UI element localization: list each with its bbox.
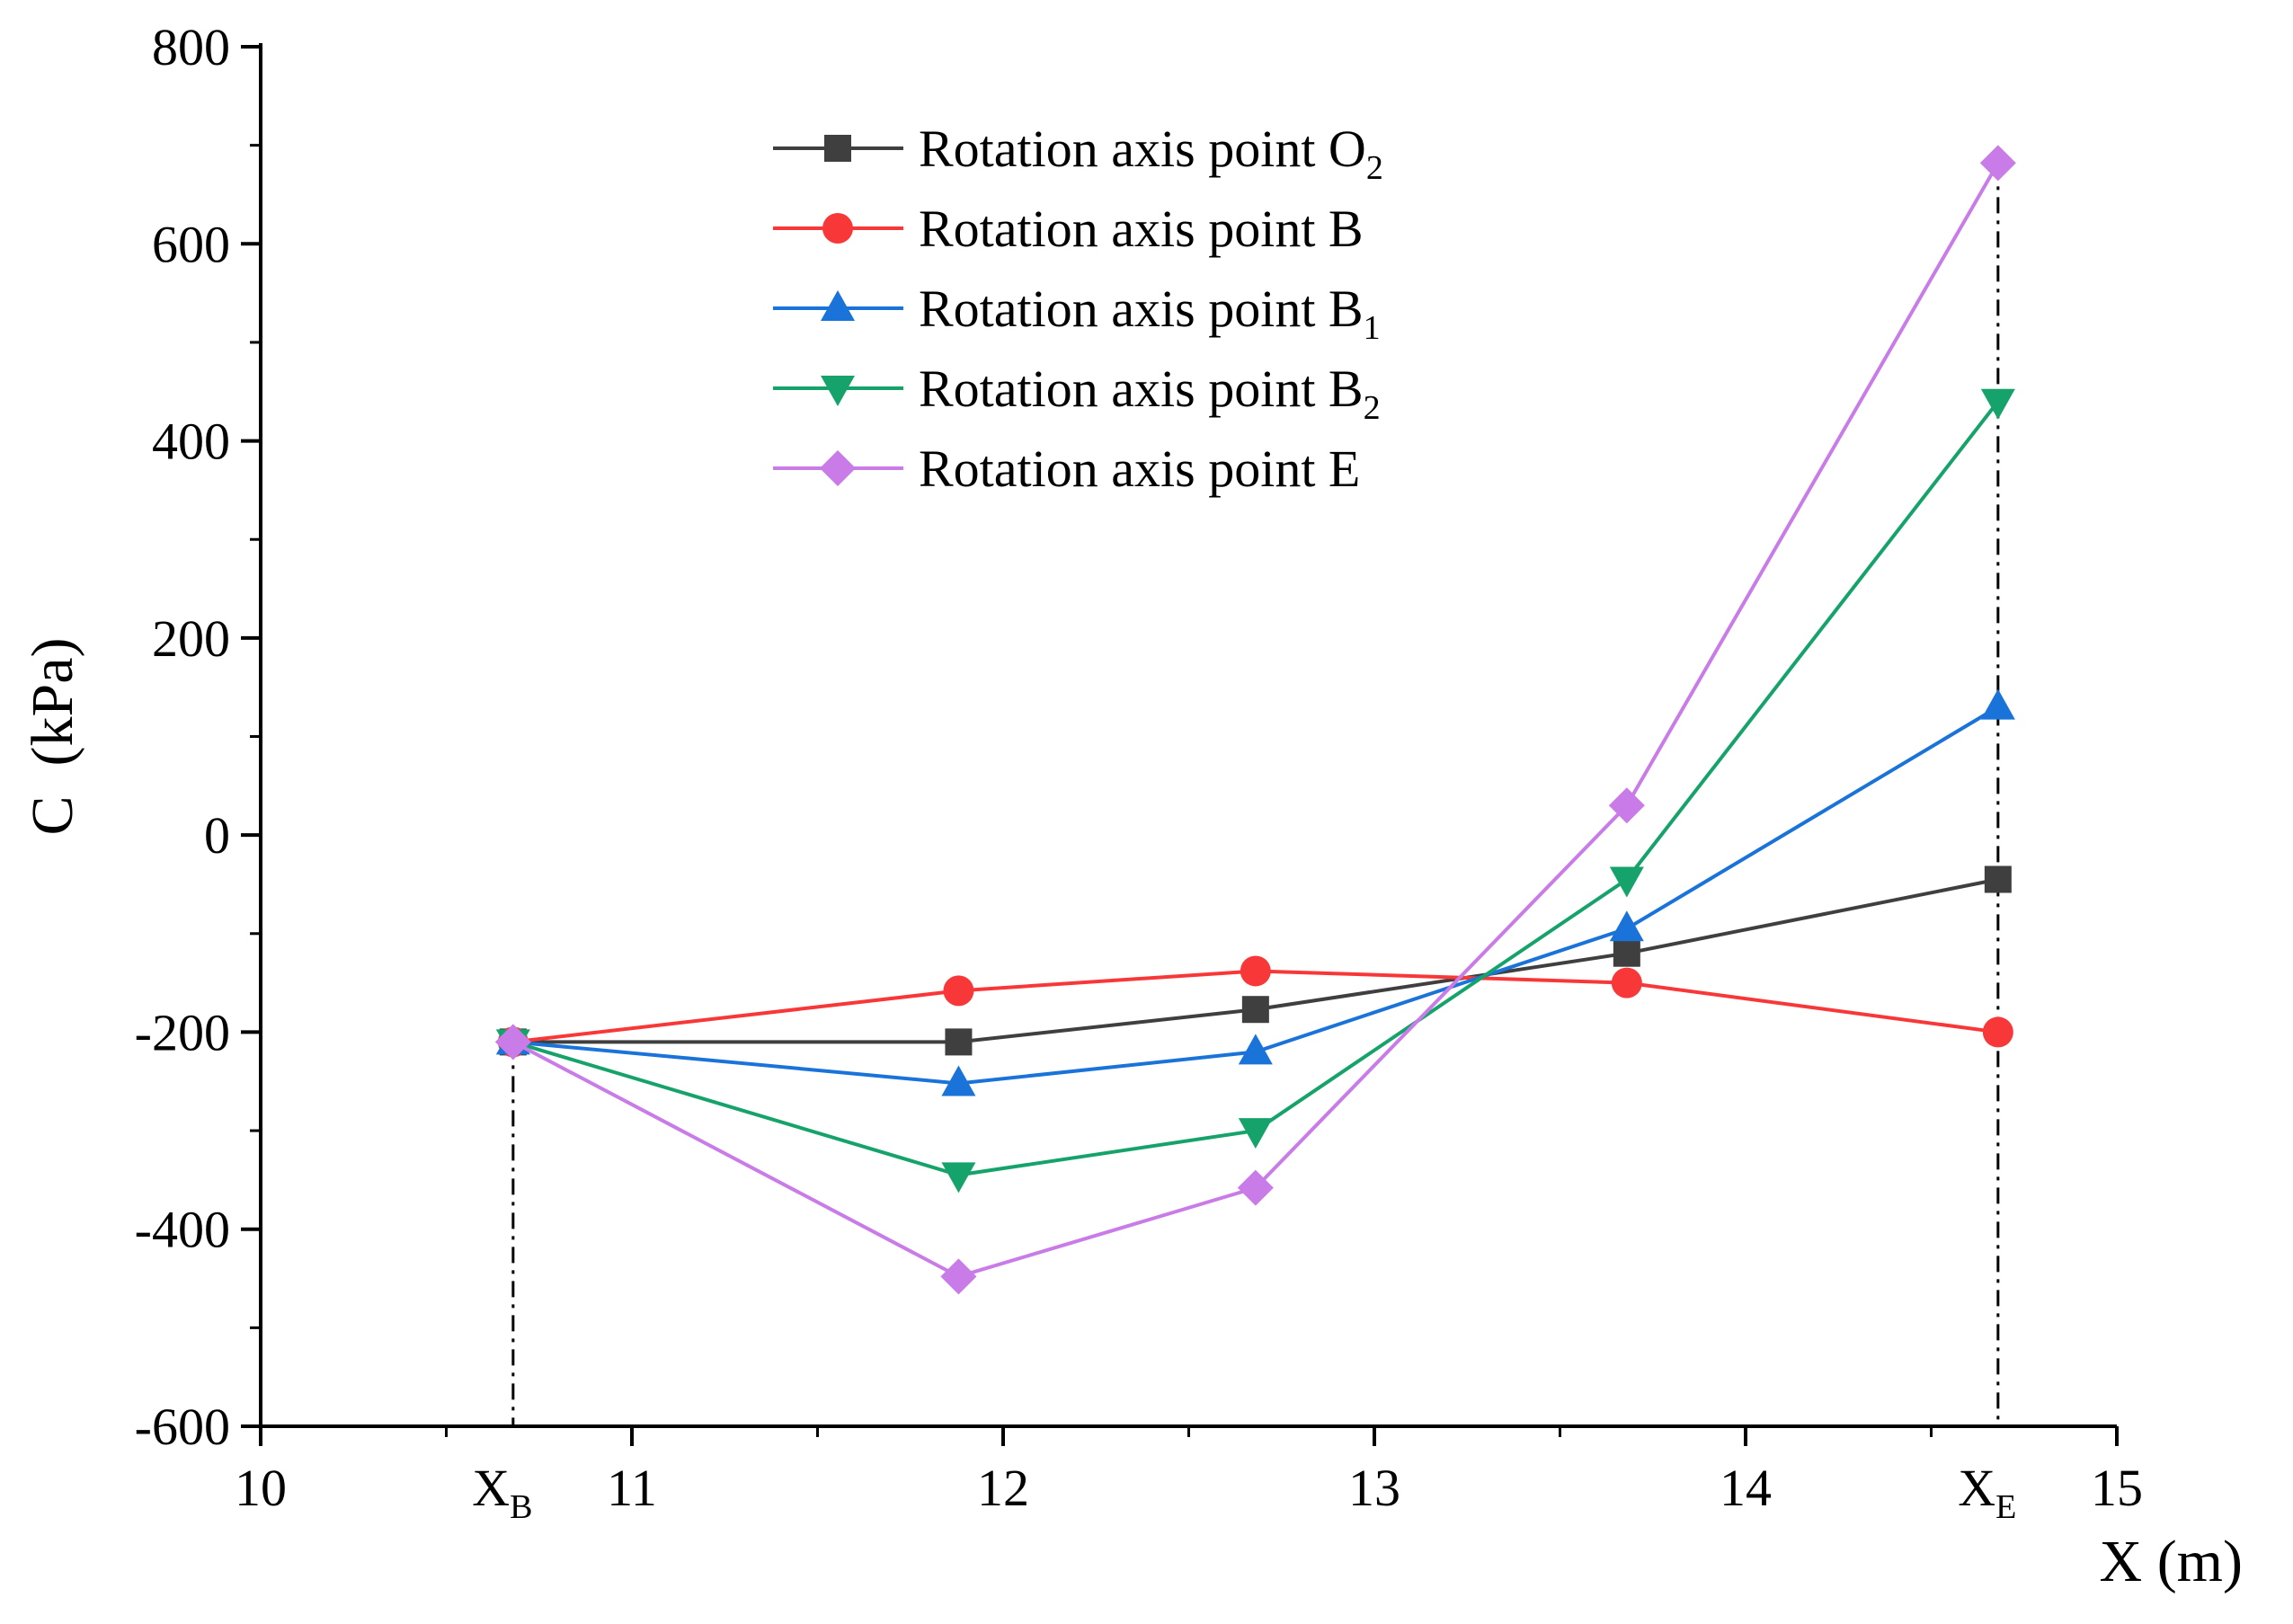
y-tick-label: 600 — [152, 215, 230, 273]
x-axis-title: X (m) — [2100, 1529, 2243, 1594]
y-tick-label: -400 — [135, 1201, 230, 1259]
legend-label: Rotation axis point B — [919, 200, 1364, 258]
legend-marker — [820, 450, 856, 486]
legend-item: Rotation axis point B2 — [773, 359, 1381, 427]
data-point — [1608, 787, 1645, 824]
data-point — [1238, 1118, 1273, 1149]
data-point — [940, 1258, 977, 1295]
legend-marker — [822, 213, 853, 244]
data-point — [943, 975, 974, 1007]
x-tick-label: 13 — [1348, 1459, 1400, 1517]
data-point — [1237, 1169, 1274, 1206]
x-tick-label: 10 — [235, 1459, 287, 1517]
legend-marker — [821, 376, 855, 406]
series-3 — [495, 688, 2015, 1096]
data-point — [945, 1028, 973, 1056]
series-4 — [495, 388, 2015, 1194]
data-point — [1984, 865, 2012, 893]
reference-lines — [511, 163, 2000, 1426]
legend-label: Rotation axis point E — [919, 439, 1360, 498]
axes: -600 -400 -200 0 200 400 600 800 10 11 12 13 14 15 XB X… — [20, 18, 2243, 1594]
x-tick-label: 14 — [1720, 1459, 1772, 1517]
series-line — [512, 705, 1999, 1086]
data-point — [1240, 955, 1271, 987]
y-tick-label: -200 — [135, 1003, 230, 1061]
y-tick-label: 200 — [152, 609, 230, 668]
legend-item: Rotation axis point O2 — [773, 120, 1383, 187]
data-point — [1238, 1034, 1273, 1065]
series-layer — [494, 145, 2016, 1295]
data-point — [1979, 145, 2016, 182]
data-point — [1241, 996, 1269, 1024]
data-point — [941, 1065, 976, 1096]
data-point — [1609, 866, 1644, 898]
legend-item: Rotation axis point B — [773, 200, 1364, 258]
data-point — [941, 1162, 976, 1194]
reference-line-label: XE — [1958, 1459, 2016, 1526]
x-tick-label: 12 — [977, 1459, 1029, 1517]
data-point — [494, 1024, 531, 1060]
y-tick-label: 800 — [152, 18, 230, 76]
legend-item: Rotation axis point B1 — [773, 280, 1381, 347]
data-point — [1609, 910, 1644, 942]
legend-label: Rotation axis point B1 — [919, 280, 1381, 347]
x-tick-label: 11 — [607, 1459, 657, 1517]
legend-label: Rotation axis point B2 — [919, 359, 1381, 427]
data-point — [1613, 939, 1640, 967]
data-point — [1611, 967, 1642, 998]
legend: Rotation axis point O2 Rotation axis poin… — [773, 120, 1383, 498]
y-tick-label: 0 — [204, 806, 230, 865]
legend-marker — [824, 135, 851, 162]
series-5 — [494, 145, 2016, 1295]
y-tick-label: 400 — [152, 413, 230, 471]
series-1 — [499, 865, 2012, 1056]
data-point — [1980, 688, 2015, 720]
legend-marker — [821, 290, 855, 321]
y-axis-title: C (kPa) — [20, 638, 85, 836]
legend-item: Rotation axis point E — [773, 439, 1360, 498]
data-point — [1980, 388, 2015, 420]
y-tick-label: -600 — [135, 1398, 230, 1456]
reference-line-label: XB — [472, 1459, 532, 1526]
data-point — [1982, 1016, 2013, 1048]
x-tick-label: 15 — [2091, 1459, 2143, 1517]
legend-label: Rotation axis point O2 — [919, 120, 1383, 187]
